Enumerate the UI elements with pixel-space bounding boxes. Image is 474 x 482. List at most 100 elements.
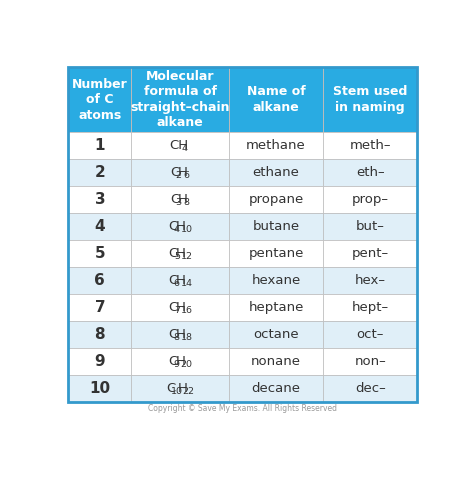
Text: oct–: oct– <box>356 328 384 341</box>
Text: 2: 2 <box>175 172 182 180</box>
Text: 7: 7 <box>94 300 105 315</box>
Text: 14: 14 <box>181 279 192 288</box>
Text: butane: butane <box>253 220 300 233</box>
Text: 7: 7 <box>174 306 180 315</box>
Text: non–: non– <box>355 355 386 368</box>
Text: CH: CH <box>169 139 188 152</box>
Text: H: H <box>178 382 187 395</box>
Text: decane: decane <box>252 382 301 395</box>
Text: 20: 20 <box>181 360 192 369</box>
Bar <box>68 375 131 402</box>
Text: C: C <box>170 193 179 206</box>
Text: 8: 8 <box>174 333 180 342</box>
Bar <box>68 186 131 213</box>
Text: H: H <box>176 274 186 287</box>
Text: Stem used
in naming: Stem used in naming <box>333 85 408 114</box>
Bar <box>323 375 418 402</box>
Text: 9: 9 <box>94 354 105 369</box>
Bar <box>68 294 131 321</box>
Bar <box>229 240 323 267</box>
Text: C: C <box>168 355 177 368</box>
Text: prop–: prop– <box>352 193 389 206</box>
Text: H: H <box>178 166 187 179</box>
Bar <box>323 321 418 348</box>
Bar <box>323 132 418 159</box>
Text: 6: 6 <box>183 172 190 180</box>
Text: hept–: hept– <box>352 301 389 314</box>
Bar <box>229 159 323 186</box>
Text: 6: 6 <box>174 279 180 288</box>
Text: Name of
alkane: Name of alkane <box>246 85 305 114</box>
Text: C: C <box>168 274 177 287</box>
Text: nonane: nonane <box>251 355 301 368</box>
Text: 4: 4 <box>94 219 105 234</box>
Text: 6: 6 <box>94 273 105 288</box>
Text: pentane: pentane <box>248 247 304 260</box>
Bar <box>68 132 131 159</box>
Bar <box>131 375 229 402</box>
Text: H: H <box>176 355 186 368</box>
Bar <box>229 348 323 375</box>
Text: 3: 3 <box>94 192 105 207</box>
Bar <box>68 67 131 132</box>
Text: methane: methane <box>246 139 306 152</box>
Text: 9: 9 <box>174 360 180 369</box>
Text: Molecular
formula of
straight–chain
alkane: Molecular formula of straight–chain alka… <box>130 70 230 129</box>
Text: hexane: hexane <box>251 274 301 287</box>
Bar <box>229 186 323 213</box>
Bar <box>68 159 131 186</box>
Bar <box>131 348 229 375</box>
Text: C: C <box>170 166 179 179</box>
Bar <box>131 67 229 132</box>
Bar <box>323 267 418 294</box>
Text: dec–: dec– <box>355 382 386 395</box>
Bar <box>131 321 229 348</box>
Text: 5: 5 <box>174 252 180 261</box>
Bar <box>229 213 323 240</box>
Bar <box>131 213 229 240</box>
Bar <box>323 294 418 321</box>
Bar <box>229 375 323 402</box>
Text: 18: 18 <box>181 333 192 342</box>
Text: but–: but– <box>356 220 385 233</box>
Text: hex–: hex– <box>355 274 386 287</box>
Bar <box>229 321 323 348</box>
Text: propane: propane <box>248 193 304 206</box>
Text: C: C <box>166 382 176 395</box>
Text: C: C <box>168 301 177 314</box>
Text: ethane: ethane <box>253 166 300 179</box>
Bar <box>68 213 131 240</box>
Text: H: H <box>176 247 186 260</box>
Bar <box>131 267 229 294</box>
Bar <box>68 321 131 348</box>
Text: 10: 10 <box>89 381 110 396</box>
Text: heptane: heptane <box>248 301 304 314</box>
Text: eth–: eth– <box>356 166 384 179</box>
Bar <box>131 186 229 213</box>
Text: 2: 2 <box>94 165 105 180</box>
Text: Copyright © Save My Exams. All Rights Reserved: Copyright © Save My Exams. All Rights Re… <box>148 404 337 414</box>
Text: C: C <box>168 220 177 233</box>
Text: C: C <box>168 328 177 341</box>
Bar <box>229 67 323 132</box>
Text: 8: 8 <box>183 199 190 207</box>
Text: H: H <box>176 301 186 314</box>
Text: 1: 1 <box>95 138 105 153</box>
Bar <box>323 240 418 267</box>
Bar <box>131 240 229 267</box>
Text: C: C <box>168 247 177 260</box>
Bar <box>323 348 418 375</box>
Bar <box>323 213 418 240</box>
Text: 10: 10 <box>181 226 192 234</box>
Text: 4: 4 <box>174 226 180 234</box>
Text: octane: octane <box>253 328 299 341</box>
Bar <box>131 159 229 186</box>
Bar <box>68 348 131 375</box>
Text: pent–: pent– <box>352 247 389 260</box>
Bar <box>229 132 323 159</box>
Bar <box>131 132 229 159</box>
Text: H: H <box>176 220 186 233</box>
Bar <box>323 159 418 186</box>
Bar <box>323 186 418 213</box>
Text: Number
of C
atoms: Number of C atoms <box>72 78 128 121</box>
